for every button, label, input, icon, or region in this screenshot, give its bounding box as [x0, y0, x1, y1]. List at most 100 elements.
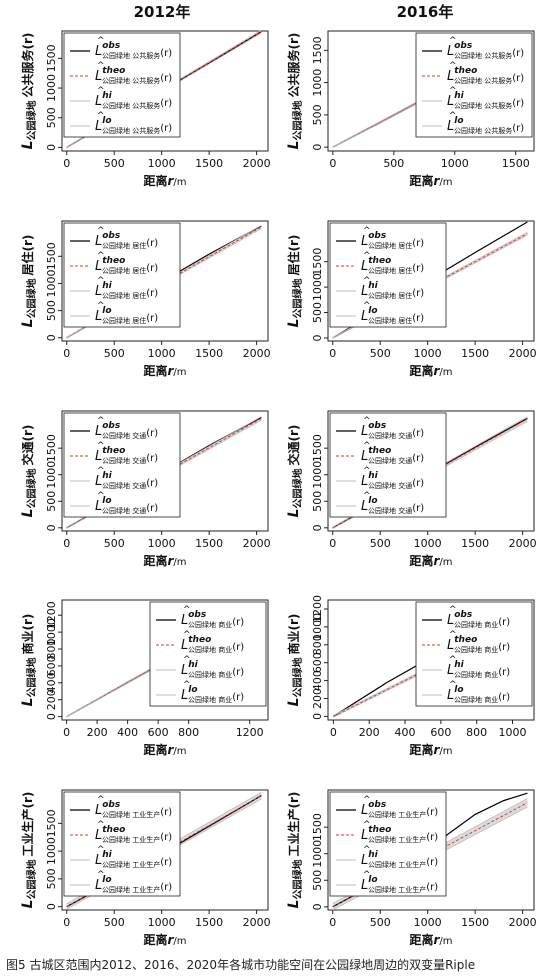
legend-entry-theo: Ltheo — [95, 66, 125, 84]
legend-subscript: 公园绿地 公共服务(r) — [454, 98, 524, 110]
x-tick-label: 0 — [330, 726, 337, 739]
legend-subscript: 公园绿地 交通(r) — [368, 453, 424, 465]
x-tick-label: 0 — [63, 916, 70, 929]
legend-box — [63, 32, 181, 138]
legend-subscript: 公园绿地 交通(r) — [368, 428, 424, 440]
legend-subscript: 公园绿地 公共服务(r) — [454, 48, 524, 60]
legend-entry-lo: Llo — [181, 685, 198, 703]
legend-hat: ^ — [97, 226, 105, 236]
legend-entry-theo: Ltheo — [447, 66, 477, 84]
figure-caption: 图5 古城区范围内2012、2016、2020年各城市功能空间在公园绿地周边的双… — [6, 958, 476, 972]
legend-entry-lo: Llo — [447, 116, 464, 134]
y-tick-label: 1000 — [45, 837, 58, 865]
y-tick-label: 1000 — [311, 840, 324, 868]
y-tick-label: 0 — [311, 713, 324, 720]
x-tick-label: 500 — [370, 347, 391, 360]
legend-hat: ^ — [363, 845, 371, 855]
y-tick-label: 600 — [311, 652, 324, 673]
legend-subscript: 公园绿地 商业(r) — [454, 692, 510, 704]
x-tick-label: 2000 — [509, 347, 537, 360]
y-axis-label: L公园绿地公共服务(r) — [20, 33, 38, 150]
legend-subscript: 公园绿地 工业生产(r) — [368, 857, 438, 869]
legend-subscript: 公园绿地 工业生产(r) — [102, 807, 172, 819]
legend-entry-lo: Llo — [95, 496, 112, 514]
legend-subscript: 公园绿地 商业(r) — [454, 642, 510, 654]
legend-hat: ^ — [97, 870, 105, 880]
plot-frame — [327, 599, 535, 721]
legend-subscript: 公园绿地 工业生产(r) — [368, 832, 438, 844]
y-tick-label: 1500 — [311, 813, 324, 841]
legend-hat: ^ — [97, 845, 105, 855]
x-tick-label: 0 — [329, 157, 336, 170]
x-tick-label: 1500 — [461, 916, 489, 929]
x-axis-label: 距离r/m — [409, 932, 452, 947]
x-axis-label: 距离r/m — [409, 173, 452, 188]
legend-hat: ^ — [97, 276, 105, 286]
chart-panel: 0 500 1000 1500 2000 0 500 1000 1500 距离r/m L公园绿地公共… — [20, 29, 271, 188]
y-tick-label: 0 — [311, 903, 324, 910]
legend-hat: ^ — [183, 655, 191, 665]
chart-panels: 0 500 1000 1500 2000050010001500距离r/mL公园绿地公共… — [20, 29, 537, 947]
x-axis-label: 距离r/m — [143, 742, 186, 757]
y-tick-label: 500 — [311, 302, 324, 323]
x-tick-label: 1000 — [414, 916, 442, 929]
legend-hat: ^ — [97, 111, 105, 121]
x-tick-label: 0 — [329, 537, 336, 550]
legend-hat: ^ — [449, 86, 457, 96]
legend-hat: ^ — [183, 630, 191, 640]
legend-entry-obs: Lobs — [95, 421, 121, 439]
x-tick-label: 1500 — [195, 916, 223, 929]
x-tick-label: 0 — [63, 347, 70, 360]
y-tick-label: 500 — [45, 300, 58, 321]
x-tick-label: 2000 — [509, 916, 537, 929]
y-axis-label: L公园绿地居住(r) — [20, 235, 38, 328]
x-tick-label: 1000 — [414, 347, 442, 360]
legend-box — [63, 222, 181, 328]
legend-subscript: 公园绿地 工业生产(r) — [368, 807, 438, 819]
y-tick-label: 500 — [45, 491, 58, 512]
y-tick-label: 500 — [311, 870, 324, 891]
y-tick-label: 1200 — [45, 601, 58, 629]
legend-subscript: 公园绿地 工业生产(r) — [102, 857, 172, 869]
legend-subscript: 公园绿地 工业生产(r) — [102, 882, 172, 894]
x-tick-label: 2000 — [243, 916, 271, 929]
y-tick-label: 1500 — [45, 434, 58, 462]
x-tick-label: 0 — [63, 157, 70, 170]
legend-hat: ^ — [97, 86, 105, 96]
x-tick-label: 1000 — [148, 157, 176, 170]
legend-hat: ^ — [449, 111, 457, 121]
x-tick-label: 1500 — [195, 347, 223, 360]
legend-box — [329, 412, 447, 518]
y-tick-label: 1000 — [311, 613, 324, 641]
x-axis-label: 距离r/m — [143, 553, 186, 568]
y-tick-label: 1000 — [45, 618, 58, 646]
legend-hat: ^ — [363, 491, 371, 501]
chart-panel: 0 500 1000 1500 2000050010001500距离r/mL公园绿地居住… — [20, 220, 271, 378]
legend-subscript: 公园绿地 工业生产(r) — [368, 882, 438, 894]
legend-box — [63, 412, 181, 518]
y-tick-label: 1500 — [311, 434, 324, 462]
y-tick-label: 500 — [45, 868, 58, 889]
x-tick-label: 500 — [370, 537, 391, 550]
x-tick-label: 2000 — [243, 347, 271, 360]
y-tick-label: 400 — [45, 672, 58, 693]
legend-entry-lo: Llo — [95, 116, 112, 134]
x-tick-label: 1000 — [148, 916, 176, 929]
x-tick-label: 0 — [329, 347, 336, 360]
x-tick-label: 0 — [63, 726, 70, 739]
y-tick-label: 1000 — [45, 269, 58, 297]
legend-subscript: 公园绿地 公共服务(r) — [102, 73, 172, 85]
column-title-2016: 2016年 — [397, 3, 454, 21]
legend-entry-obs: Lobs — [361, 800, 387, 818]
legend-entry-hi: Lhi — [361, 471, 379, 489]
column-title-2012: 2012年 — [134, 3, 191, 21]
x-tick-label: 200 — [87, 726, 108, 739]
legend-hat: ^ — [363, 416, 371, 426]
x-tick-label: 1200 — [236, 726, 264, 739]
y-axis-label: L公园绿地公共服务(r) — [286, 33, 304, 150]
chart-panel: 0 500 1000 1500 2000050010001500距离r/mL公园绿地交通… — [20, 410, 271, 568]
legend-hat: ^ — [97, 441, 105, 451]
x-tick-label: 1000 — [441, 157, 469, 170]
legend-entry-obs: Lobs — [95, 231, 121, 249]
legend-subscript: 公园绿地 交通(r) — [102, 478, 158, 490]
